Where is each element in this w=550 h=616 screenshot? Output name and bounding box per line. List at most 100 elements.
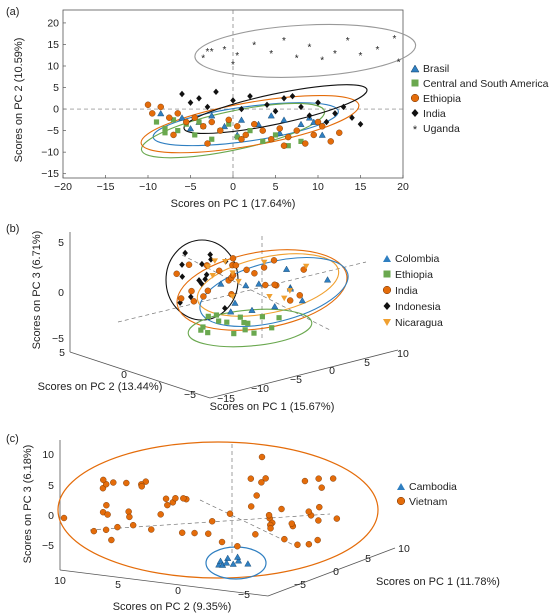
ellipses-c [57, 441, 379, 580]
point-c-vietnam [104, 511, 111, 518]
point-c-vietnam [148, 526, 155, 533]
point-a-s4: * [252, 40, 256, 51]
point-a-s3 [340, 103, 347, 111]
point-b-2 [242, 281, 250, 289]
y-tick-c-10: 10 [54, 575, 66, 587]
point-a-s2 [217, 127, 224, 134]
point-a-s0 [178, 114, 186, 121]
x-tick-b-neg5: −5 [290, 374, 302, 386]
point-a-s2 [200, 123, 207, 130]
z-axis-label-c: Scores on PC 3 (6.18%) [22, 445, 34, 564]
legend-item-brasil: Brasil [410, 63, 449, 75]
point-b-1 [188, 287, 195, 295]
y-tick-label-a: 20 [47, 17, 59, 29]
x-axis-label-a: Scores on PC 1 (17.64%) [171, 198, 296, 210]
point-b-1 [262, 281, 269, 289]
point-b-4 [259, 314, 266, 320]
x-tick-c-5: 5 [365, 553, 371, 565]
point-a-s1 [298, 138, 304, 144]
point-c-vietnam [234, 543, 241, 550]
axes-box-c [59, 440, 396, 597]
svg-text:Cambodia: Cambodia [409, 481, 457, 493]
point-a-s2 [327, 138, 334, 145]
point-a-s0 [297, 120, 305, 127]
point-a-s2 [234, 123, 241, 130]
point-b-2 [298, 297, 306, 304]
panel-label-b: (b) [6, 223, 19, 235]
point-c-vietnam [258, 479, 265, 486]
point-b-3 [209, 273, 216, 279]
point-a-s4: * [393, 34, 397, 45]
point-c-vietnam [315, 517, 322, 524]
legend-item-nicaragua: Nicaragua [383, 317, 443, 329]
point-a-s2 [276, 125, 283, 132]
point-a-s2 [183, 118, 190, 126]
point-a-s4: * [397, 58, 401, 69]
y-tick-c-neg5: −5 [238, 589, 250, 601]
point-c-vietnam [123, 479, 130, 487]
point-c-vietnam [129, 521, 137, 529]
point-b-0 [222, 304, 228, 312]
point-c-vietnam [318, 484, 325, 491]
x-tick-label-a: 15 [355, 181, 367, 193]
point-a-s4: * [295, 53, 299, 64]
y-axis-label-b: Scores on PC 2 (13.44%) [38, 381, 163, 393]
point-a-s0 [220, 122, 229, 130]
svg-text:Indonesia: Indonesia [395, 301, 441, 313]
point-a-s2 [157, 103, 164, 111]
point-a-s1 [170, 117, 177, 123]
legend-item-ethiopia: Ethiopia [410, 93, 461, 105]
point-a-s4: * [346, 36, 350, 47]
y-tick-label-a: −15 [41, 168, 59, 180]
point-c-vietnam [172, 495, 179, 502]
point-c-vietnam [267, 525, 274, 532]
panel-c: (c) 10 5 0 −5 10 5 0 −5 −5 0 5 10 [6, 433, 500, 613]
point-a-s1 [285, 143, 291, 149]
point-a-s2 [204, 140, 211, 147]
point-a-s3 [196, 95, 202, 102]
point-a-s1 [196, 119, 202, 125]
x-tick-b-5: 5 [364, 357, 370, 369]
point-b-4 [231, 331, 237, 337]
point-a-s0 [280, 116, 288, 123]
x-tick-label-a: −5 [185, 181, 197, 193]
point-c-vietnam [288, 520, 295, 527]
point-a-s1 [260, 138, 266, 144]
point-c-vietnam [252, 531, 259, 538]
point-b-2 [324, 276, 332, 283]
svg-text:India: India [395, 285, 418, 297]
point-a-s2 [285, 133, 292, 141]
point-b-2 [248, 306, 256, 313]
point-b-2 [227, 308, 235, 315]
point-a-s1 [162, 130, 168, 136]
point-b-1 [216, 267, 223, 275]
x-tick-c-0: 0 [333, 566, 339, 578]
ellipses-a [140, 23, 417, 159]
point-c-vietnam [138, 483, 145, 490]
point-c-cambodia [234, 557, 243, 564]
point-c-vietnam [108, 536, 115, 544]
point-c-cambodia [216, 557, 225, 564]
point-a-s2 [259, 127, 266, 134]
point-b-1 [243, 266, 250, 274]
point-a-s0 [267, 112, 275, 119]
ellipse-b-ethiopia [187, 308, 313, 348]
point-c-cambodia [234, 553, 242, 560]
point-a-s2 [319, 123, 326, 130]
point-b-1 [270, 257, 278, 264]
point-a-s4: * [206, 47, 210, 58]
point-a-s4: * [210, 47, 214, 58]
point-b-2 [217, 280, 225, 287]
point-a-s4: * [235, 51, 239, 62]
point-a-s4: * [308, 43, 312, 54]
point-a-s4: * [320, 56, 324, 67]
point-c-vietnam [126, 513, 133, 521]
point-b-3 [229, 293, 236, 300]
point-a-s1 [234, 134, 240, 140]
legend-item-indonesia: Indonesia [383, 301, 441, 313]
point-a-s3 [204, 103, 211, 111]
panel-b: (b) 5 0 −5 5 0 −5 −15 −10 −5 0 5 10 [6, 223, 443, 413]
point-a-s3 [247, 92, 253, 100]
svg-text:Ethiopia: Ethiopia [423, 93, 461, 105]
svg-text:Colombia: Colombia [395, 253, 440, 265]
